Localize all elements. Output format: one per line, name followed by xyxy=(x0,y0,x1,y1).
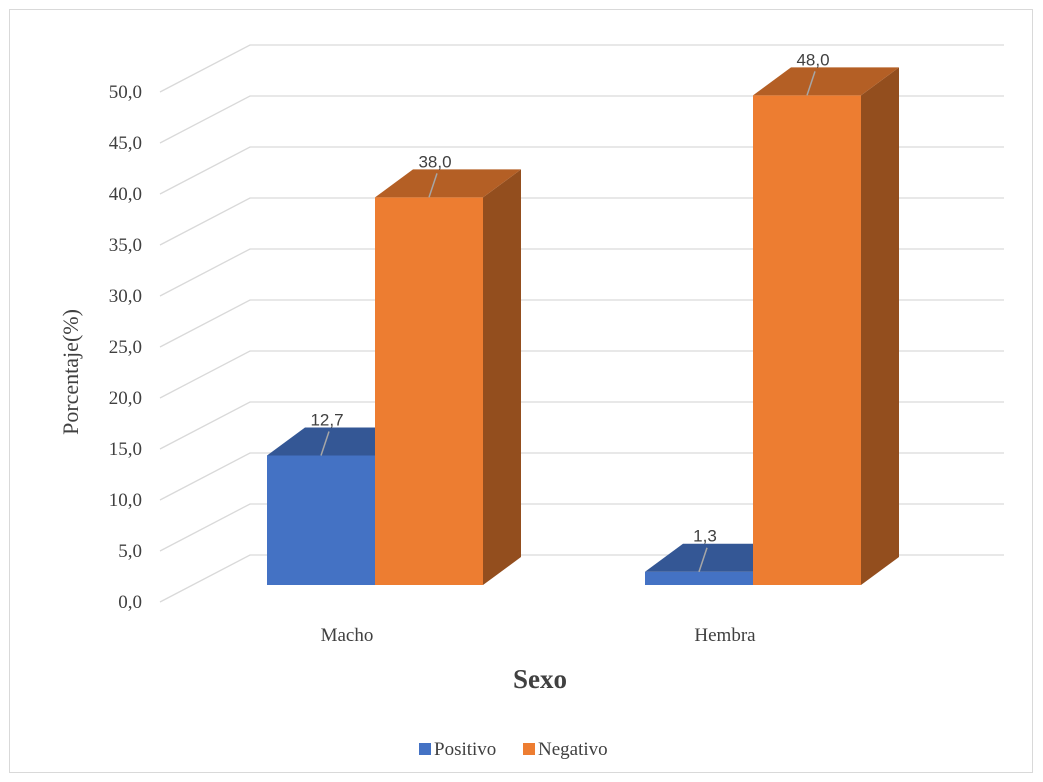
y-tick-label: 25,0 xyxy=(109,337,142,358)
gridline xyxy=(159,44,1004,93)
y-tick-label: 45,0 xyxy=(109,133,142,154)
bar-front xyxy=(375,197,483,585)
legend-label-negativo: Negativo xyxy=(538,739,608,760)
bars xyxy=(267,67,899,586)
y-axis-ticks: 0,0 5,0 10,0 15,0 20,0 25,0 30,0 35,0 40,0 45,0 50… xyxy=(109,82,142,613)
x-category-macho: Macho xyxy=(321,625,374,646)
bar-side xyxy=(861,67,899,585)
gridline xyxy=(159,452,1004,501)
data-label-positivo-hembra: 1,3 xyxy=(693,527,717,572)
leader-line xyxy=(698,547,708,572)
x-axis-categories: Macho Hembra xyxy=(321,625,757,646)
gridline xyxy=(159,299,1004,348)
legend-swatch-positivo xyxy=(419,743,431,755)
gridlines xyxy=(159,44,1004,603)
gridline xyxy=(159,401,1004,450)
gridline xyxy=(159,95,1004,144)
data-label-negativo-hembra: 48,0 xyxy=(796,50,830,96)
bar-front xyxy=(267,455,375,585)
y-tick-label: 30,0 xyxy=(109,286,142,307)
data-labels: 12,7 38,0 1,3 48,0 xyxy=(310,50,830,572)
leader-line xyxy=(428,173,438,198)
bar-chart: 0,0 5,0 10,0 15,0 20,0 25,0 30,0 35,0 40,0 45,0 50… xyxy=(58,44,1004,760)
y-tick-label: 20,0 xyxy=(109,388,142,409)
data-label-text: 38,0 xyxy=(418,152,451,171)
y-tick-label: 0,0 xyxy=(118,592,142,613)
y-axis-title: Porcentaje(%) xyxy=(58,309,83,435)
y-tick-label: 10,0 xyxy=(109,490,142,511)
legend-item-positivo: Positivo xyxy=(419,739,496,760)
leader-line xyxy=(806,71,816,96)
legend-label-positivo: Positivo xyxy=(434,739,496,760)
bar-negativo-macho xyxy=(375,169,521,585)
chart-frame: 0,0 5,0 10,0 15,0 20,0 25,0 30,0 35,0 40,0 45,0 50… xyxy=(9,9,1033,773)
bar-front xyxy=(753,95,861,586)
gridline xyxy=(159,197,1004,246)
y-tick-label: 40,0 xyxy=(109,184,142,205)
y-tick-label: 5,0 xyxy=(118,541,142,562)
leader-line xyxy=(320,431,330,456)
y-tick-label: 50,0 xyxy=(109,82,142,103)
legend-swatch-negativo xyxy=(523,743,535,755)
legend-item-negativo: Negativo xyxy=(523,739,608,760)
gridline xyxy=(159,248,1004,297)
gridline xyxy=(159,146,1004,195)
data-label-text: 48,0 xyxy=(796,50,829,69)
bar-front xyxy=(645,571,753,585)
data-label-text: 1,3 xyxy=(693,527,717,546)
y-tick-label: 15,0 xyxy=(109,439,142,460)
bar-top xyxy=(753,67,899,96)
gridline xyxy=(159,350,1004,399)
data-label-positivo-macho: 12,7 xyxy=(310,410,344,456)
data-label-text: 12,7 xyxy=(310,410,343,429)
legend: Positivo Negativo xyxy=(419,739,608,760)
gridline xyxy=(159,503,1004,552)
y-tick-label: 35,0 xyxy=(109,235,142,256)
bar-side xyxy=(483,169,521,585)
data-label-negativo-macho: 38,0 xyxy=(418,152,452,198)
x-category-hembra: Hembra xyxy=(694,625,756,646)
bar-top xyxy=(375,169,521,198)
bar-negativo-hembra xyxy=(753,67,899,586)
x-axis-title: Sexo xyxy=(513,664,567,694)
